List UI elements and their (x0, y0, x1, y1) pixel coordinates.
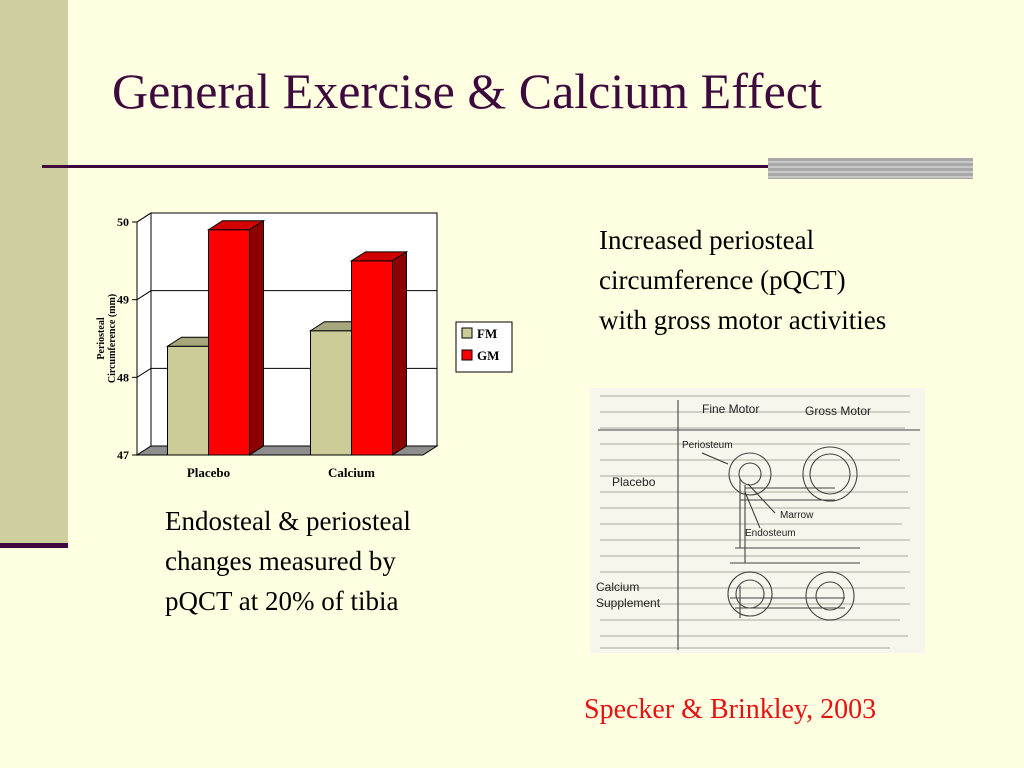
label-marrow: Marrow (780, 510, 814, 521)
gridline-49 (136, 290, 437, 301)
title-rule (42, 165, 776, 168)
method-line-2: changes measured by (165, 546, 396, 576)
bone-fm-placebo-inner (738, 462, 762, 486)
side-bar-accent (0, 543, 68, 548)
gridline-50 (136, 212, 437, 223)
bone-gm-placebo-inner (809, 453, 851, 495)
figure-faint-text (600, 395, 910, 649)
method-text: Endosteal & periosteal changes measured … (165, 501, 411, 621)
label-placebo: Placebo (612, 475, 656, 489)
slide-title: General Exercise & Calcium Effect (112, 63, 822, 119)
label-calcium: Calcium (596, 580, 639, 594)
title-rule-block (768, 158, 973, 179)
legend-swatch-FM (461, 327, 473, 339)
bone-fm-placebo-outer (728, 452, 772, 496)
method-line-1: Endosteal & periosteal (165, 506, 411, 536)
bone-gm-calcium-inner (815, 581, 845, 611)
bone-fm-calcium-inner (735, 579, 765, 609)
bar-GM-Placebo (208, 229, 250, 456)
study-design-figure: Fine Motor Gross Motor Placebo Calcium S… (590, 388, 925, 653)
figure-bone-sections (727, 446, 858, 621)
side-bar (0, 0, 68, 543)
chart-side-wall (136, 212, 152, 456)
bar-FM-Calcium (310, 330, 352, 456)
bar-GM-Calcium (351, 260, 393, 456)
method-line-3: pQCT at 20% of tibia (165, 586, 399, 616)
figure-pointers (701, 452, 776, 529)
label-gross-motor: Gross Motor (805, 404, 871, 418)
x-tick-label-Placebo: Placebo (187, 465, 230, 480)
label-supplement: Supplement (596, 596, 661, 610)
finding-line-3: with gross motor activities (599, 305, 887, 335)
y-axis-label-line-1: Periosteal (96, 317, 107, 359)
legend-label-FM: FM (477, 326, 497, 341)
label-endosteum: Endosteum (745, 528, 796, 539)
y-tick-label-48: 48 (117, 370, 129, 384)
x-tick-label-Calcium: Calcium (328, 465, 375, 480)
finding-text: Increased periosteal circumference (pQCT… (599, 220, 886, 340)
label-fine-motor: Fine Motor (702, 402, 759, 416)
finding-line-2: circumference (pQCT) (599, 265, 846, 295)
y-axis-label-line-2: Circumference (mm) (107, 294, 118, 383)
figure-background (590, 388, 925, 653)
y-tick-label-49: 49 (117, 293, 129, 307)
y-axis-label: PeriostealCircumference (mm) (96, 294, 118, 383)
citation: Specker & Brinkley, 2003 (584, 694, 877, 725)
label-periosteum: Periosteum (682, 440, 733, 451)
y-tick-label-47: 47 (117, 448, 129, 462)
bone-gm-placebo-outer (802, 446, 858, 502)
bone-fm-calcium-outer (727, 571, 773, 617)
bar-side-GM-Calcium (392, 250, 407, 456)
legend-swatch-GM (461, 349, 473, 361)
finding-line-1: Increased periosteal (599, 225, 815, 255)
figure-lines (598, 400, 920, 650)
bar-FM-Placebo (167, 345, 209, 456)
bone-gm-calcium-outer (805, 571, 855, 621)
y-tick-label-50: 50 (117, 215, 129, 229)
legend-label-GM: GM (477, 348, 499, 363)
bar-side-GM-Placebo (249, 219, 264, 456)
